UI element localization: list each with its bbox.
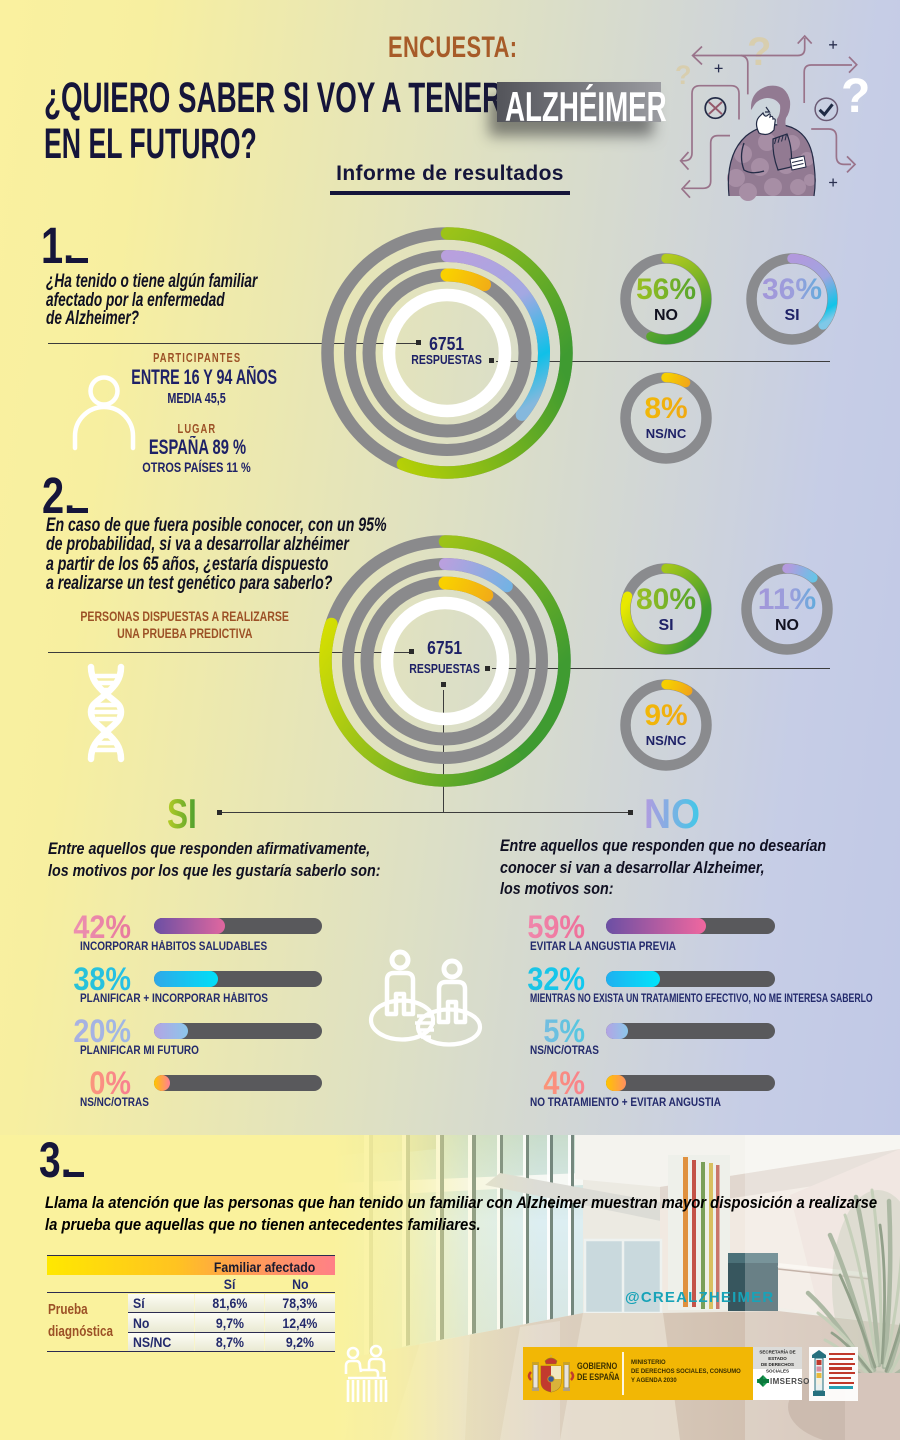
svg-text:?: ?: [675, 60, 692, 90]
svg-text:?: ?: [747, 30, 771, 74]
svg-text:?: ?: [841, 70, 870, 123]
